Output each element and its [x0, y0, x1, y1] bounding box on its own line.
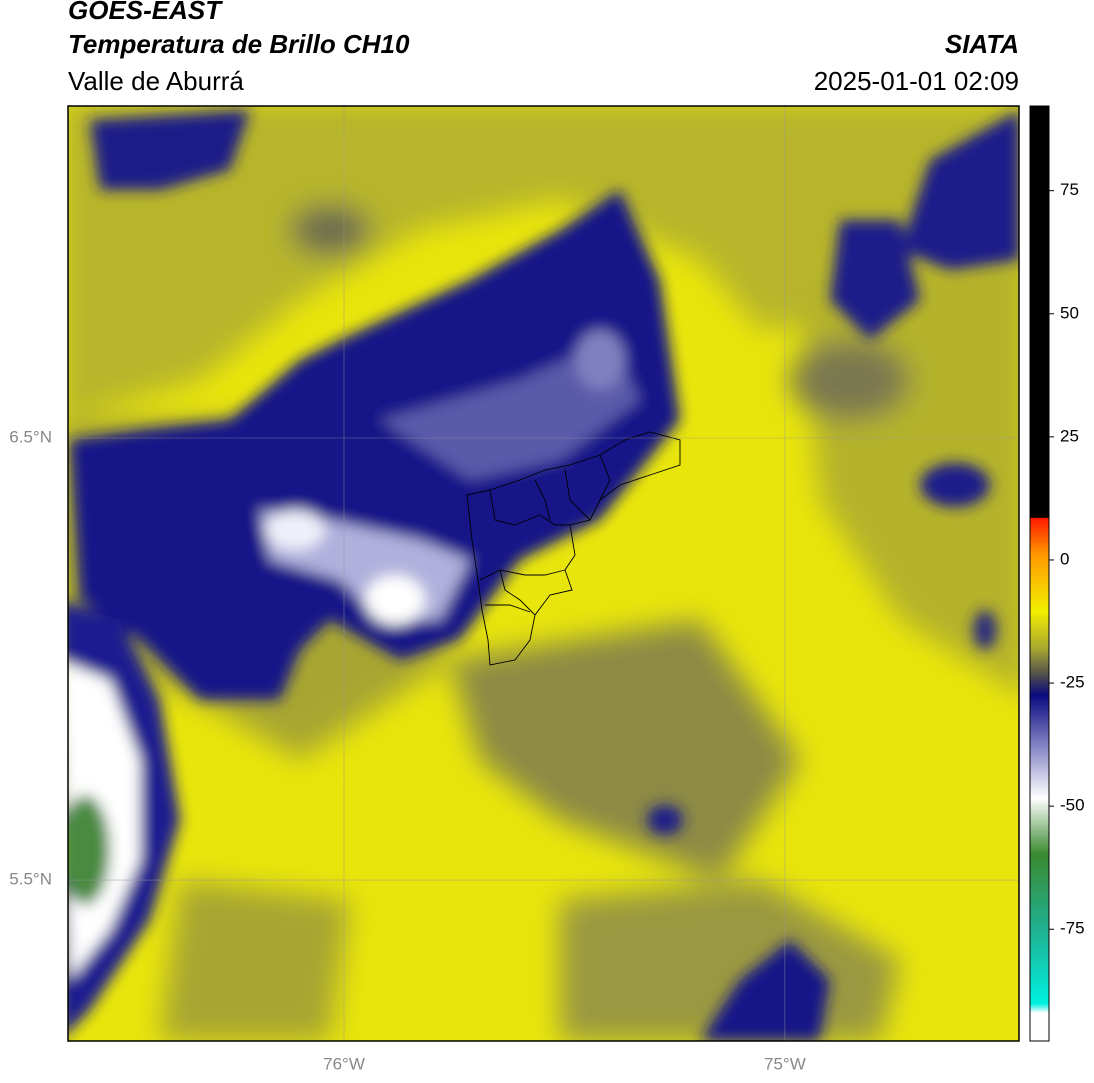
x-tick-label: 76°W: [323, 1054, 365, 1073]
region: Valle de Aburrá: [68, 66, 244, 96]
datetime: 2025-01-01 02:09: [814, 66, 1019, 96]
colorbar-tick-label: 75: [1060, 180, 1079, 199]
colorbar-tick-label: 50: [1060, 303, 1079, 322]
colorbar-tick-label: 0: [1060, 549, 1069, 568]
y-tick-label: 6.5°N: [9, 427, 52, 446]
colorbar-tick-label: 25: [1060, 426, 1079, 445]
map-frame: [67, 105, 1020, 1042]
subtitle: Temperatura de Brillo CH10: [68, 29, 410, 59]
x-tick-label: 75°W: [764, 1054, 806, 1073]
y-tick-label: 5.5°N: [9, 870, 52, 889]
colorbar-tick-label: -25: [1060, 673, 1085, 692]
colorbar-tick-label: -75: [1060, 919, 1085, 938]
municipality-borders: [466, 431, 681, 666]
graticule: [68, 106, 1019, 1041]
colorbar: [1029, 105, 1050, 1042]
source: SIATA: [945, 29, 1019, 59]
satellite-image: [68, 106, 1019, 1041]
colorbar-tick-label: -50: [1060, 796, 1085, 815]
title: GOES-EAST: [68, 0, 223, 25]
